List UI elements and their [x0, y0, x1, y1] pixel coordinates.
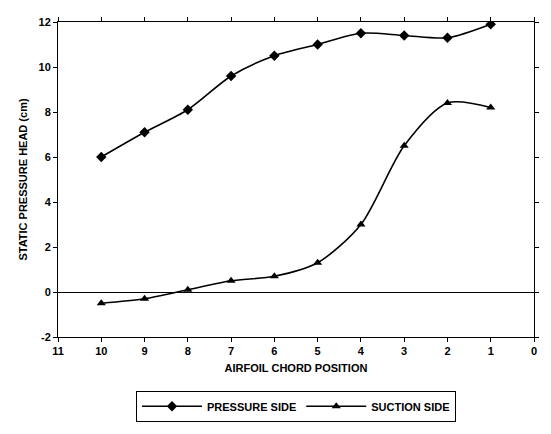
svg-text:7: 7 [228, 345, 234, 357]
svg-text:12: 12 [39, 16, 51, 28]
svg-text:PRESSURE SIDE: PRESSURE SIDE [207, 401, 296, 413]
svg-text:1: 1 [488, 345, 494, 357]
svg-text:0: 0 [45, 286, 51, 298]
svg-text:3: 3 [401, 345, 407, 357]
svg-text:-2: -2 [41, 331, 51, 343]
svg-text:2: 2 [45, 241, 51, 253]
svg-text:0: 0 [531, 345, 537, 357]
svg-text:5: 5 [315, 345, 321, 357]
svg-text:AIRFOIL CHORD POSITION: AIRFOIL CHORD POSITION [225, 362, 368, 374]
svg-text:10: 10 [95, 345, 107, 357]
svg-text:9: 9 [141, 345, 147, 357]
svg-text:6: 6 [271, 345, 277, 357]
svg-text:4: 4 [358, 345, 365, 357]
svg-text:11: 11 [52, 345, 64, 357]
svg-text:8: 8 [185, 345, 191, 357]
svg-text:2: 2 [444, 345, 450, 357]
svg-text:4: 4 [45, 196, 52, 208]
svg-text:10: 10 [39, 61, 51, 73]
svg-text:STATIC PRESSURE HEAD (cm): STATIC PRESSURE HEAD (cm) [17, 98, 29, 261]
svg-text:6: 6 [45, 151, 51, 163]
svg-text:SUCTION SIDE: SUCTION SIDE [371, 401, 449, 413]
svg-text:8: 8 [45, 106, 51, 118]
